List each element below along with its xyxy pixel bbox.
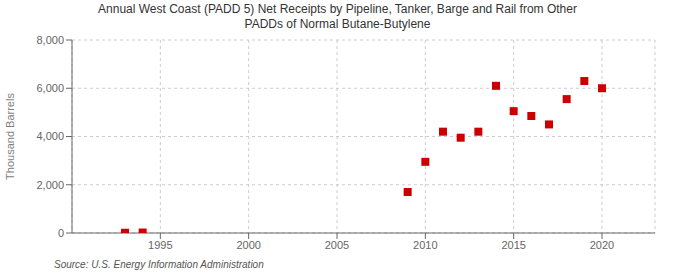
html-text:Source: U.S. Energy Informatio: Source: U.S. Energy Information Administ… — [54, 259, 264, 270]
svg-text:Thousand Barrels: Thousand Barrels — [8, 93, 16, 180]
svg-text:4,000: 4,000 — [36, 130, 64, 142]
svg-text:8,000: 8,000 — [36, 34, 64, 46]
svg-text:2015: 2015 — [501, 239, 525, 251]
svg-text:2000: 2000 — [236, 239, 260, 251]
svg-text:6,000: 6,000 — [36, 82, 64, 94]
svg-text:1995: 1995 — [148, 239, 172, 251]
html-text:PADDs of Normal Butane-Butylen: PADDs of Normal Butane-Butylene — [244, 17, 431, 31]
svg-text:2010: 2010 — [413, 239, 437, 251]
svg-text:0: 0 — [58, 227, 64, 239]
svg-text:2020: 2020 — [590, 239, 614, 251]
html-text:Annual West Coast (PADD 5) Net: Annual West Coast (PADD 5) Net Receipts … — [98, 2, 577, 16]
svg-text:2,000: 2,000 — [36, 179, 64, 191]
svg-text:2005: 2005 — [325, 239, 349, 251]
